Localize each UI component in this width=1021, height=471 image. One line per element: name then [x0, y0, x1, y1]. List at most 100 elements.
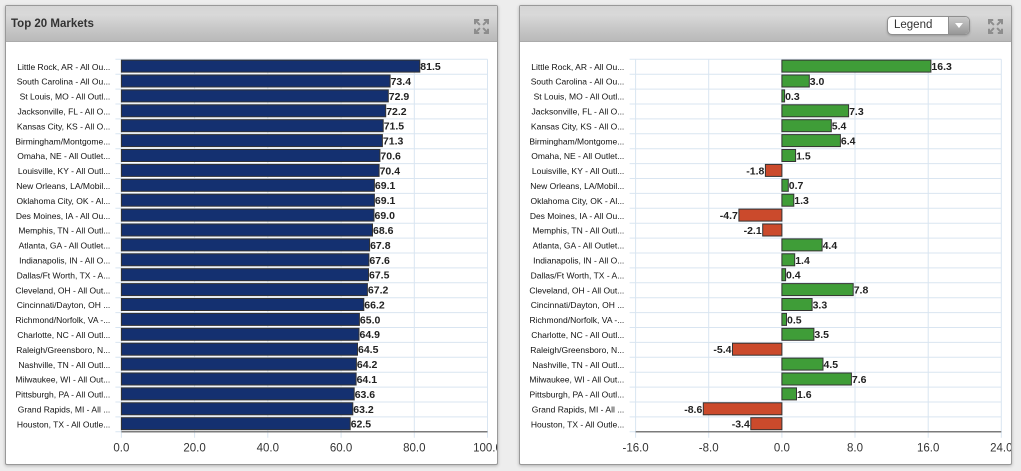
svg-text:16.0: 16.0	[917, 442, 939, 454]
svg-text:Louisville, KY - All Outl...: Louisville, KY - All Outl...	[532, 166, 624, 176]
svg-text:South Carolina - All Ou...: South Carolina - All Ou...	[17, 77, 111, 87]
svg-text:65.0: 65.0	[360, 314, 381, 326]
svg-text:Louisville, KY - All Outl...: Louisville, KY - All Outl...	[18, 166, 110, 176]
svg-text:Birmingham/Montgome...: Birmingham/Montgome...	[15, 136, 110, 146]
svg-text:Milwaukee, WI - All Out...: Milwaukee, WI - All Out...	[15, 375, 110, 385]
svg-text:Grand Rapids, MI - All ...: Grand Rapids, MI - All ...	[532, 405, 625, 415]
svg-text:7.3: 7.3	[849, 106, 864, 118]
svg-text:69.1: 69.1	[375, 195, 396, 207]
svg-text:Des Moines, IA - All Ou...: Des Moines, IA - All Ou...	[530, 211, 624, 221]
svg-text:Indianapolis, IN - All O...: Indianapolis, IN - All O...	[19, 256, 110, 266]
svg-text:Houston, TX - All Outle...: Houston, TX - All Outle...	[531, 419, 624, 429]
svg-text:Dallas/Ft Worth, TX - A...: Dallas/Ft Worth, TX - A...	[531, 270, 625, 280]
svg-text:69.0: 69.0	[375, 210, 396, 222]
svg-text:71.5: 71.5	[384, 121, 405, 133]
svg-text:Kansas City, KS - All O...: Kansas City, KS - All O...	[531, 121, 624, 131]
svg-text:-2.1: -2.1	[744, 225, 762, 237]
svg-text:Des Moines, IA - All Ou...: Des Moines, IA - All Ou...	[16, 211, 110, 221]
svg-text:St Louis, MO - All Outl...: St Louis, MO - All Outl...	[20, 92, 111, 102]
svg-text:40.0: 40.0	[257, 442, 279, 454]
svg-text:-4.7: -4.7	[720, 210, 738, 222]
svg-text:70.4: 70.4	[380, 165, 401, 177]
svg-text:Pittsburgh, PA - All Outl...: Pittsburgh, PA - All Outl...	[529, 390, 624, 400]
svg-text:Grand Rapids, MI - All ...: Grand Rapids, MI - All ...	[18, 405, 111, 415]
svg-text:Little Rock, AR - All Ou...: Little Rock, AR - All Ou...	[531, 62, 624, 72]
svg-text:Charlotte, NC - All Outl...: Charlotte, NC - All Outl...	[531, 330, 624, 340]
svg-text:Memphis, TN - All Outl...: Memphis, TN - All Outl...	[18, 226, 110, 236]
svg-text:Kansas City, KS - All O...: Kansas City, KS - All O...	[17, 121, 110, 131]
svg-text:64.9: 64.9	[360, 329, 381, 341]
svg-text:70.6: 70.6	[380, 151, 401, 163]
svg-text:Oklahoma City, OK - Al...: Oklahoma City, OK - Al...	[16, 196, 110, 206]
svg-text:71.3: 71.3	[383, 136, 404, 148]
svg-text:-8.6: -8.6	[684, 404, 702, 416]
svg-text:6.4: 6.4	[841, 136, 856, 148]
svg-text:Jacksonville, FL - All O...: Jacksonville, FL - All O...	[532, 107, 625, 117]
svg-text:67.5: 67.5	[369, 270, 390, 282]
svg-text:5.4: 5.4	[832, 121, 847, 133]
svg-text:64.1: 64.1	[357, 374, 378, 386]
svg-text:1.4: 1.4	[795, 255, 810, 267]
svg-text:Cleveland, OH - All Out...: Cleveland, OH - All Out...	[529, 285, 624, 295]
svg-text:Raleigh/Greensboro, N...: Raleigh/Greensboro, N...	[530, 345, 624, 355]
svg-text:24.0: 24.0	[990, 442, 1011, 454]
svg-text:Cleveland, OH - All Out...: Cleveland, OH - All Out...	[15, 285, 110, 295]
svg-text:Little Rock, AR - All Ou...: Little Rock, AR - All Ou...	[17, 62, 110, 72]
svg-text:Nashville, TN - All Outl...: Nashville, TN - All Outl...	[532, 360, 624, 370]
svg-text:-16.0: -16.0	[622, 442, 648, 454]
svg-text:72.2: 72.2	[386, 106, 407, 118]
svg-text:60.0: 60.0	[330, 442, 352, 454]
svg-text:67.2: 67.2	[368, 285, 389, 297]
svg-text:4.4: 4.4	[823, 240, 838, 252]
svg-text:62.5: 62.5	[351, 419, 372, 431]
svg-text:0.5: 0.5	[787, 314, 802, 326]
svg-text:68.6: 68.6	[373, 225, 394, 237]
svg-text:80.0: 80.0	[403, 442, 425, 454]
svg-text:South Carolina - All Ou...: South Carolina - All Ou...	[531, 77, 625, 87]
svg-text:St Louis, MO - All Outl...: St Louis, MO - All Outl...	[534, 92, 625, 102]
svg-text:1.6: 1.6	[797, 389, 812, 401]
svg-text:Milwaukee, WI - All Out...: Milwaukee, WI - All Out...	[529, 375, 624, 385]
svg-text:Nashville, TN - All Outl...: Nashville, TN - All Outl...	[18, 360, 110, 370]
svg-text:73.4: 73.4	[391, 76, 412, 88]
svg-text:Richmond/Norfolk, VA -...: Richmond/Norfolk, VA -...	[530, 315, 625, 325]
svg-text:-3.4: -3.4	[732, 419, 750, 431]
svg-text:-8.0: -8.0	[699, 442, 719, 454]
svg-text:7.8: 7.8	[854, 285, 869, 297]
svg-text:Richmond/Norfolk, VA -...: Richmond/Norfolk, VA -...	[16, 315, 111, 325]
svg-text:-5.4: -5.4	[713, 344, 731, 356]
svg-text:Cincinnati/Dayton, OH ...: Cincinnati/Dayton, OH ...	[531, 300, 625, 310]
svg-text:Atlanta, GA - All Outlet...: Atlanta, GA - All Outlet...	[19, 241, 111, 251]
svg-text:Omaha, NE - All Outlet...: Omaha, NE - All Outlet...	[17, 151, 110, 161]
svg-text:16.3: 16.3	[931, 61, 952, 73]
svg-text:63.6: 63.6	[355, 389, 376, 401]
svg-text:0.3: 0.3	[785, 91, 800, 103]
svg-text:-1.8: -1.8	[746, 165, 764, 177]
svg-text:Raleigh/Greensboro, N...: Raleigh/Greensboro, N...	[16, 345, 110, 355]
svg-text:Charlotte, NC - All Outl...: Charlotte, NC - All Outl...	[17, 330, 110, 340]
svg-text:4.5: 4.5	[824, 359, 839, 371]
svg-text:64.2: 64.2	[357, 359, 378, 371]
svg-text:Indianapolis, IN - All O...: Indianapolis, IN - All O...	[533, 256, 624, 266]
svg-text:1.3: 1.3	[794, 195, 809, 207]
svg-text:20.0: 20.0	[183, 442, 205, 454]
svg-text:63.2: 63.2	[353, 404, 374, 416]
svg-text:66.2: 66.2	[364, 300, 385, 312]
svg-text:Pittsburgh, PA - All Outl...: Pittsburgh, PA - All Outl...	[15, 390, 110, 400]
svg-text:New Orleans, LA/Mobil...: New Orleans, LA/Mobil...	[530, 181, 624, 191]
svg-text:0.4: 0.4	[786, 270, 801, 282]
svg-text:0.7: 0.7	[789, 180, 804, 192]
svg-text:67.6: 67.6	[369, 255, 390, 267]
svg-text:Birmingham/Montgome...: Birmingham/Montgome...	[529, 136, 624, 146]
svg-text:7.6: 7.6	[852, 374, 867, 386]
svg-text:3.3: 3.3	[813, 300, 828, 312]
svg-text:3.5: 3.5	[814, 329, 829, 341]
svg-text:72.9: 72.9	[389, 91, 410, 103]
svg-text:Houston, TX - All Outle...: Houston, TX - All Outle...	[17, 419, 110, 429]
svg-text:Omaha, NE - All Outlet...: Omaha, NE - All Outlet...	[531, 151, 624, 161]
svg-text:1.5: 1.5	[796, 151, 811, 163]
svg-text:3.0: 3.0	[810, 76, 825, 88]
svg-text:Oklahoma City, OK - Al...: Oklahoma City, OK - Al...	[530, 196, 624, 206]
svg-text:Cincinnati/Dayton, OH ...: Cincinnati/Dayton, OH ...	[17, 300, 111, 310]
svg-text:64.5: 64.5	[358, 344, 379, 356]
